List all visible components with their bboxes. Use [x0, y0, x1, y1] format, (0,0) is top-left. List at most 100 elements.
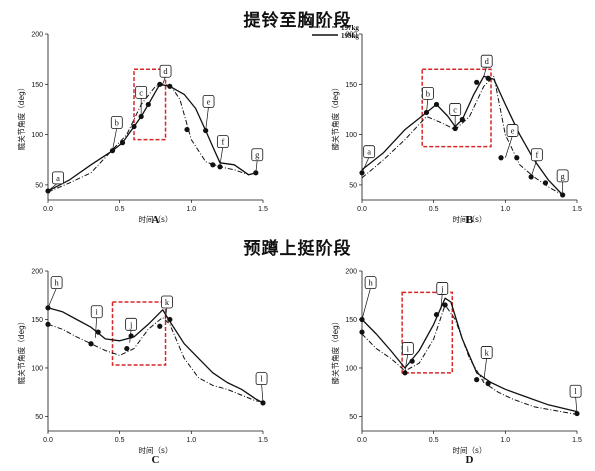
- highlight-box: [401, 291, 454, 374]
- annotation-label-box: [449, 103, 462, 116]
- annotation-label-d: d: [485, 56, 490, 66]
- series-line-199kg: [361, 75, 564, 196]
- annotation-label-box: [436, 282, 449, 295]
- annotation-leader-line: [165, 306, 168, 318]
- x-tick-label: 0.5: [115, 206, 125, 213]
- data-point-marker: [217, 164, 223, 170]
- x-tick-label: 1.0: [186, 437, 196, 444]
- x-tick-label: 1.5: [258, 206, 268, 213]
- annotation-label-box: [480, 54, 493, 68]
- annotation-label-a: a: [367, 147, 371, 157]
- x-tick-label: 0.0: [357, 206, 367, 213]
- data-point-marker: [459, 116, 465, 123]
- y-tick-label: 200: [31, 32, 43, 39]
- annotation-label-box: [556, 169, 569, 183]
- annotation-label-box: [251, 148, 264, 162]
- data-point-marker: [433, 101, 440, 108]
- data-point-marker: [359, 329, 365, 335]
- y-tick-label: 150: [345, 82, 357, 89]
- annotation-leader-line: [205, 106, 209, 131]
- y-axis-label: 膝关节角度（deg）: [330, 318, 340, 385]
- series-line-197kg: [47, 317, 264, 403]
- annotation-label-h: h: [54, 278, 59, 288]
- annotation-label-box: [216, 135, 229, 149]
- annotation-leader-line: [112, 127, 118, 151]
- legend-label-197kg: 197kg: [341, 24, 359, 32]
- x-tick-label: 0.5: [429, 437, 439, 444]
- x-tick-label: 0.0: [43, 437, 53, 444]
- data-point-marker: [253, 170, 259, 176]
- data-point-marker: [145, 101, 151, 108]
- data-point-marker: [485, 380, 491, 387]
- annotation-leader-line: [530, 159, 538, 177]
- data-point-marker: [433, 312, 440, 318]
- x-tick-label: 0.5: [429, 206, 439, 213]
- series-line-199kg: [47, 83, 256, 192]
- chart-panel-c: 50 100 150 200 0.0 0.5 1.0 1.5 髋关节角度（deg） 时间（s）Ch…: [16, 269, 268, 467]
- data-point-marker: [542, 180, 549, 186]
- series-line-199kg: [361, 297, 578, 413]
- y-tick-label: 50: [349, 182, 357, 189]
- chart-panel-d: 50 100 150 200 0.0 0.5 1.0 1.5 膝关节角度（deg） 时间（s）Dh…: [330, 269, 582, 467]
- series-line-197kg: [361, 304, 578, 415]
- annotation-label-box: [364, 276, 377, 290]
- x-axis-label: 时间（s）: [139, 214, 173, 224]
- y-tick-label: 100: [345, 365, 357, 372]
- highlight-box: [133, 68, 167, 141]
- annotation-label-g: g: [255, 150, 260, 160]
- data-point-marker: [88, 341, 94, 347]
- x-tick-label: 0.0: [357, 437, 367, 444]
- y-tick-label: 150: [31, 317, 43, 324]
- data-point-marker: [402, 370, 408, 376]
- annotation-leader-line: [361, 287, 371, 320]
- x-tick-label: 0.0: [43, 206, 53, 213]
- data-point-marker: [119, 140, 126, 146]
- x-tick-label: 1.5: [258, 437, 268, 444]
- y-tick-label: 50: [35, 414, 43, 421]
- annotation-label-j: j: [129, 319, 132, 329]
- annotation-label-k: k: [165, 297, 170, 307]
- annotation-label-d: d: [163, 66, 168, 76]
- annotation-label-b: b: [426, 88, 430, 98]
- annotation-label-box: [530, 148, 543, 162]
- data-point-marker: [184, 126, 190, 133]
- annotation-leader-line: [483, 66, 488, 77]
- series-line-199kg: [47, 307, 264, 404]
- data-point-marker: [157, 323, 163, 329]
- annotation-leader-line: [219, 146, 224, 165]
- annotation-leader-line: [404, 353, 409, 371]
- data-point-marker: [128, 333, 134, 339]
- annotation-label-box: [90, 305, 103, 319]
- x-tick-label: 1.0: [500, 437, 510, 444]
- x-axis-label: 时间（s）: [453, 214, 487, 224]
- x-tick-label: 0.5: [115, 437, 125, 444]
- annotation-label-box: [422, 86, 434, 100]
- annotation-label-box: [506, 124, 519, 137]
- annotation-label-box: [401, 342, 414, 355]
- annotation-label-i: i: [407, 344, 410, 354]
- x-tick-label: 1.0: [186, 206, 196, 213]
- data-point-marker: [485, 75, 491, 81]
- annotation-leader-line: [505, 135, 513, 158]
- y-axis-label: 髋关节角度（deg）: [16, 318, 26, 385]
- annotation-label-j: j: [440, 283, 443, 293]
- annotation-label-box: [135, 85, 148, 99]
- data-point-marker: [167, 316, 173, 323]
- highlight-box: [111, 301, 167, 366]
- x-tick-label: 1.5: [572, 206, 582, 213]
- highlight-box: [421, 68, 492, 148]
- annotation-label-f: f: [221, 137, 224, 147]
- annotation-label-a: a: [56, 173, 60, 183]
- annotation-label-l: l: [574, 386, 577, 396]
- x-axis-label: 时间（s）: [453, 445, 487, 455]
- annotation-label-box: [202, 95, 215, 108]
- panel-label: A: [152, 214, 160, 226]
- annotation-label-box: [569, 384, 582, 398]
- y-tick-label: 50: [349, 414, 357, 421]
- data-point-marker: [210, 162, 216, 168]
- annotation-label-c: c: [139, 87, 143, 97]
- annotation-leader-line: [575, 396, 578, 414]
- annotation-label-box: [125, 317, 138, 331]
- data-point-marker: [203, 127, 209, 134]
